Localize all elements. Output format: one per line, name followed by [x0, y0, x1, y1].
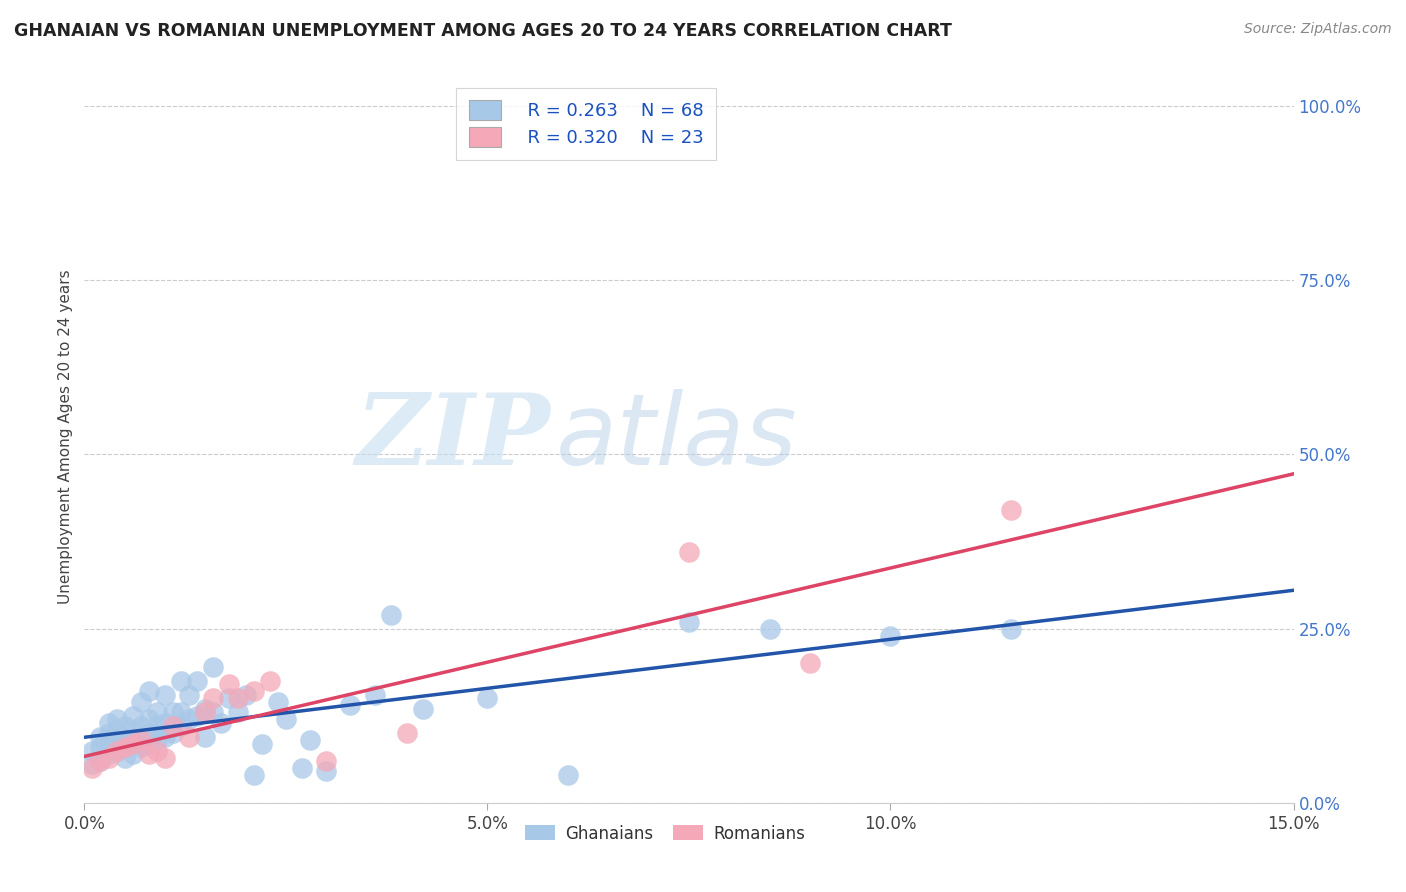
- Point: [105, 743, 128, 757]
- Point: [186, 673, 208, 688]
- Point: [105, 723, 128, 737]
- Point: [235, 688, 257, 702]
- Point: [114, 737, 136, 751]
- Point: [138, 747, 160, 761]
- Point: [162, 705, 184, 719]
- Point: [209, 715, 232, 730]
- Point: [267, 695, 290, 709]
- Point: [678, 545, 700, 559]
- Point: [799, 657, 821, 671]
- Point: [97, 715, 120, 730]
- Point: [242, 684, 264, 698]
- Point: [146, 733, 169, 747]
- Point: [105, 712, 128, 726]
- Point: [89, 754, 111, 768]
- Point: [315, 754, 337, 768]
- Point: [1000, 622, 1022, 636]
- Point: [879, 629, 901, 643]
- Point: [1000, 503, 1022, 517]
- Point: [138, 726, 160, 740]
- Point: [121, 733, 143, 747]
- Point: [138, 737, 160, 751]
- Point: [291, 761, 314, 775]
- Point: [363, 688, 385, 702]
- Point: [82, 757, 104, 772]
- Point: [153, 715, 176, 730]
- Point: [129, 733, 152, 747]
- Y-axis label: Unemployment Among Ages 20 to 24 years: Unemployment Among Ages 20 to 24 years: [58, 269, 73, 605]
- Text: atlas: atlas: [555, 389, 797, 485]
- Point: [186, 708, 208, 723]
- Point: [82, 743, 104, 757]
- Point: [129, 719, 152, 733]
- Point: [242, 768, 264, 782]
- Point: [121, 723, 143, 737]
- Point: [179, 730, 201, 744]
- Point: [259, 673, 281, 688]
- Point: [758, 622, 780, 636]
- Point: [202, 705, 225, 719]
- Point: [162, 719, 184, 733]
- Point: [274, 712, 297, 726]
- Text: ZIP: ZIP: [354, 389, 550, 485]
- Point: [89, 754, 111, 768]
- Point: [89, 740, 111, 755]
- Point: [218, 677, 240, 691]
- Point: [299, 733, 322, 747]
- Point: [162, 726, 184, 740]
- Point: [395, 726, 418, 740]
- Point: [97, 737, 120, 751]
- Point: [105, 743, 128, 757]
- Point: [179, 688, 201, 702]
- Point: [129, 730, 152, 744]
- Point: [153, 750, 176, 764]
- Point: [153, 730, 176, 744]
- Point: [170, 719, 193, 733]
- Point: [146, 719, 169, 733]
- Point: [170, 673, 193, 688]
- Point: [105, 733, 128, 747]
- Point: [412, 702, 434, 716]
- Point: [226, 691, 249, 706]
- Point: [129, 740, 152, 755]
- Point: [557, 768, 579, 782]
- Point: [82, 761, 104, 775]
- Point: [250, 737, 273, 751]
- Point: [146, 743, 169, 757]
- Point: [170, 705, 193, 719]
- Point: [97, 747, 120, 761]
- Point: [194, 730, 217, 744]
- Point: [477, 691, 499, 706]
- Point: [121, 747, 143, 761]
- Point: [202, 691, 225, 706]
- Point: [121, 708, 143, 723]
- Text: Source: ZipAtlas.com: Source: ZipAtlas.com: [1244, 22, 1392, 37]
- Point: [218, 691, 240, 706]
- Point: [678, 615, 700, 629]
- Point: [89, 730, 111, 744]
- Point: [202, 660, 225, 674]
- Point: [138, 712, 160, 726]
- Point: [146, 705, 169, 719]
- Point: [194, 702, 217, 716]
- Point: [129, 695, 152, 709]
- Point: [97, 726, 120, 740]
- Point: [153, 688, 176, 702]
- Point: [380, 607, 402, 622]
- Point: [114, 750, 136, 764]
- Point: [226, 705, 249, 719]
- Point: [138, 684, 160, 698]
- Point: [179, 712, 201, 726]
- Point: [121, 737, 143, 751]
- Point: [194, 705, 217, 719]
- Point: [114, 740, 136, 755]
- Legend: Ghanaians, Romanians: Ghanaians, Romanians: [517, 818, 811, 849]
- Point: [114, 719, 136, 733]
- Point: [339, 698, 361, 713]
- Text: GHANAIAN VS ROMANIAN UNEMPLOYMENT AMONG AGES 20 TO 24 YEARS CORRELATION CHART: GHANAIAN VS ROMANIAN UNEMPLOYMENT AMONG …: [14, 22, 952, 40]
- Point: [97, 750, 120, 764]
- Point: [315, 764, 337, 779]
